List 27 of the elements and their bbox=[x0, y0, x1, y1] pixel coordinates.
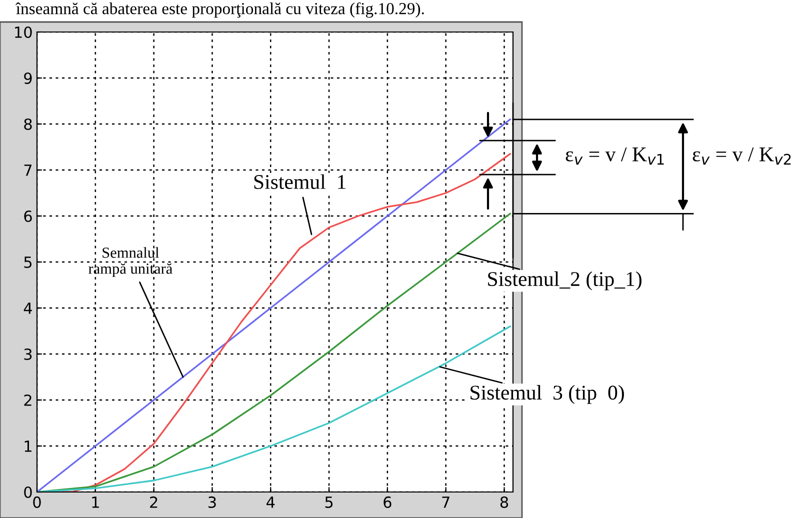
text: ε$_{v}$ = v / K$_{v2}$ bbox=[692, 147, 791, 165]
x-tick-label: 2 bbox=[150, 496, 158, 508]
y-tick-label: 10 bbox=[15, 26, 32, 38]
x-tick-label: 1 bbox=[92, 496, 99, 508]
y-tick-label: 3 bbox=[24, 348, 32, 360]
y-tick-label: 2 bbox=[24, 394, 32, 406]
y-tick-label: 4 bbox=[24, 302, 32, 314]
text: înseamnă că abaterea este proporţională cu viteza (fig.10.29). bbox=[16, 2, 424, 18]
y-tick-label: 1 bbox=[24, 440, 32, 452]
annotation: Sistemul_2 (tip_1) bbox=[488, 271, 642, 290]
x-tick-label: 4 bbox=[266, 496, 275, 508]
y-tick-label: 5 bbox=[24, 256, 32, 268]
y-tick-label: 6 bbox=[24, 210, 32, 222]
x-tick-label: 0 bbox=[33, 496, 41, 508]
annotation: Semnalul rampă unitară bbox=[88, 247, 172, 277]
y-tick-label: 9 bbox=[24, 72, 32, 84]
annotation: ε$_{v}$ = v / K$_{v1}$ bbox=[566, 147, 664, 165]
x-tick-label: 7 bbox=[442, 496, 450, 508]
x-tick-label: 3 bbox=[208, 496, 216, 508]
x-tick-label: 5 bbox=[325, 496, 333, 508]
y-tick-label: 8 bbox=[24, 118, 32, 130]
x-tick-label: 8 bbox=[500, 496, 508, 508]
y-tick-label: 7 bbox=[24, 164, 32, 176]
annotation: Sistemul 1 bbox=[254, 174, 346, 190]
annotation: Sistemul 3 (tip 0) bbox=[470, 385, 624, 404]
x-tick-label: 6 bbox=[384, 496, 392, 508]
y-tick-label: 0 bbox=[24, 486, 32, 498]
